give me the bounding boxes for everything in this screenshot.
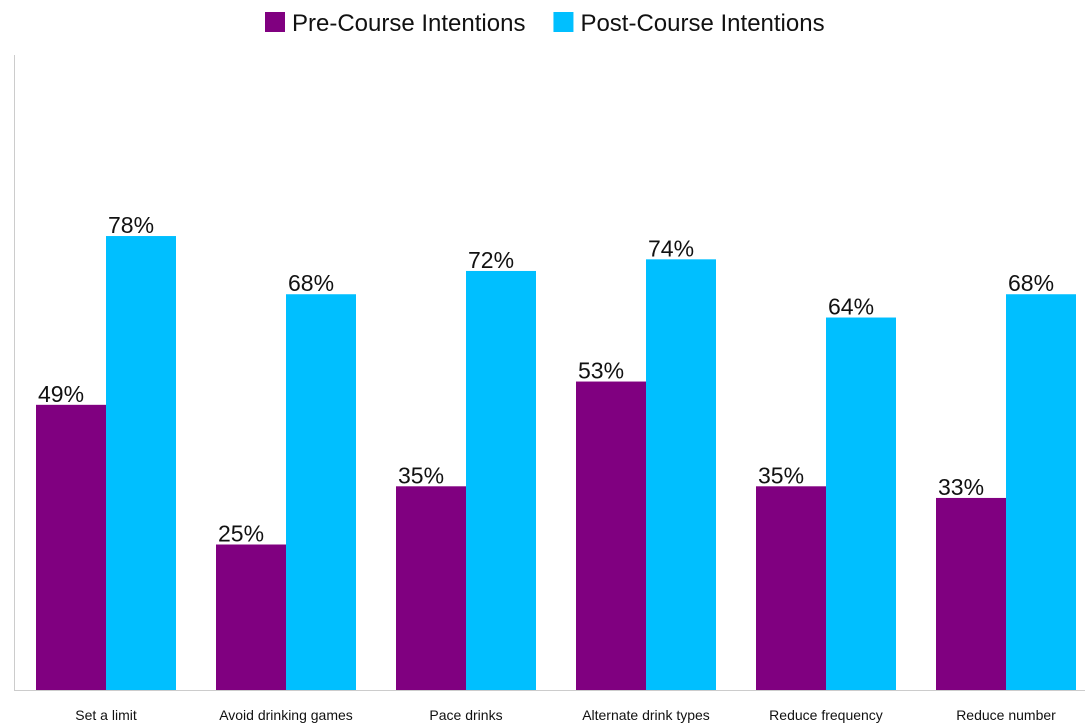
bar xyxy=(1006,294,1076,690)
x-tick-label: Set a limit xyxy=(75,707,137,723)
bar xyxy=(396,486,466,690)
data-label: 78% xyxy=(108,212,154,238)
data-label: 74% xyxy=(648,235,694,261)
legend-swatch xyxy=(553,12,574,32)
data-label: 68% xyxy=(288,270,334,296)
bar xyxy=(36,404,106,690)
bar xyxy=(756,486,826,690)
bar xyxy=(286,294,356,690)
legend-label: Pre-Course Intentions xyxy=(292,10,525,37)
data-label: 35% xyxy=(398,462,444,488)
bar xyxy=(646,259,716,690)
data-label: 53% xyxy=(578,358,624,384)
data-label: 72% xyxy=(468,247,514,273)
x-tick-label: Reduce frequency xyxy=(769,707,883,723)
data-label: 25% xyxy=(218,521,264,547)
bar xyxy=(576,381,646,690)
bar xyxy=(466,270,536,690)
x-tick-label: Reduce number xyxy=(956,707,1056,723)
data-label: 35% xyxy=(758,462,804,488)
bar xyxy=(936,497,1006,690)
data-label: 64% xyxy=(828,294,874,320)
x-tick-label: Avoid drinking games xyxy=(219,707,353,723)
bar xyxy=(106,236,176,691)
legend-swatch xyxy=(265,12,285,32)
x-tick-label: Alternate drink types xyxy=(582,707,710,723)
x-tick-label: Pace drinks xyxy=(429,707,502,723)
data-label: 68% xyxy=(1008,270,1054,296)
data-label: 33% xyxy=(938,474,984,500)
data-label: 49% xyxy=(38,381,84,407)
legend-label: Post-Course Intentions xyxy=(580,10,824,37)
bar xyxy=(216,544,286,690)
bar xyxy=(826,317,896,690)
